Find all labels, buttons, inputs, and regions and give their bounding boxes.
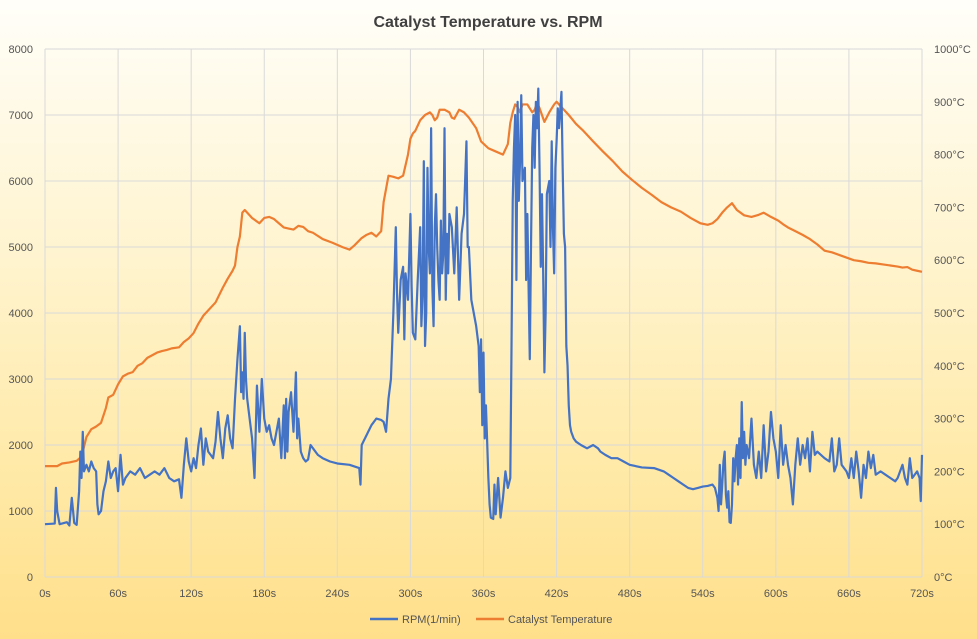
y-right-tick-label: 800°C — [934, 150, 965, 162]
x-tick-label: 240s — [325, 588, 349, 600]
legend-temperature-label: Catalyst Temperature — [508, 614, 612, 626]
x-axis: 0s 60s 120s 180s 240s 300s 360s 420s 480s 540s 600… — [39, 588, 934, 600]
y-left-axis: 0 1000 2000 3000 4000 5000 6000 7000 8000 — [9, 44, 33, 584]
series-layer — [44, 87, 924, 527]
y-right-tick-label: 300°C — [934, 414, 965, 426]
y-right-tick-label: 500°C — [934, 308, 965, 320]
y-right-tick-label: 100°C — [934, 519, 965, 531]
y-right-tick-label: 700°C — [934, 202, 965, 214]
y-left-tick-label: 8000 — [9, 44, 33, 56]
y-right-tick-label: 900°C — [934, 97, 965, 109]
y-left-tick-label: 6000 — [9, 176, 33, 188]
y-right-axis: 0°C 100°C 200°C 300°C 400°C 500°C 600°C 700°C 80… — [934, 44, 971, 584]
y-right-tick-label: 400°C — [934, 361, 965, 373]
y-left-tick-label: 1000 — [9, 506, 33, 518]
x-tick-label: 360s — [472, 588, 496, 600]
x-tick-label: 660s — [837, 588, 861, 600]
y-right-tick-label: 1000°C — [934, 44, 971, 56]
legend: RPM(1/min) Catalyst Temperature — [370, 614, 612, 626]
x-tick-label: 60s — [109, 588, 127, 600]
y-right-tick-label: 600°C — [934, 255, 965, 267]
y-left-tick-label: 7000 — [9, 110, 33, 122]
y-left-tick-label: 5000 — [9, 242, 33, 254]
y-left-tick-label: 2000 — [9, 440, 33, 452]
x-tick-label: 600s — [764, 588, 788, 600]
x-tick-label: 0s — [39, 588, 51, 600]
y-right-tick-label: 0°C — [934, 572, 953, 584]
y-left-tick-label: 3000 — [9, 374, 33, 386]
x-tick-label: 180s — [252, 588, 276, 600]
x-tick-label: 300s — [398, 588, 422, 600]
x-tick-label: 480s — [618, 588, 642, 600]
series-line-rpm — [44, 87, 924, 527]
y-left-tick-label: 0 — [27, 572, 33, 584]
x-tick-label: 720s — [910, 588, 934, 600]
y-left-tick-label: 4000 — [9, 308, 33, 320]
x-tick-label: 540s — [691, 588, 715, 600]
x-tick-label: 120s — [179, 588, 203, 600]
y-right-tick-label: 200°C — [934, 466, 965, 478]
chart-title: Catalyst Temperature vs. RPM — [373, 14, 602, 31]
legend-rpm-label: RPM(1/min) — [402, 614, 461, 626]
x-tick-label: 420s — [545, 588, 569, 600]
series-line-catalyst-temperature — [45, 100, 923, 468]
gridlines — [44, 48, 923, 578]
